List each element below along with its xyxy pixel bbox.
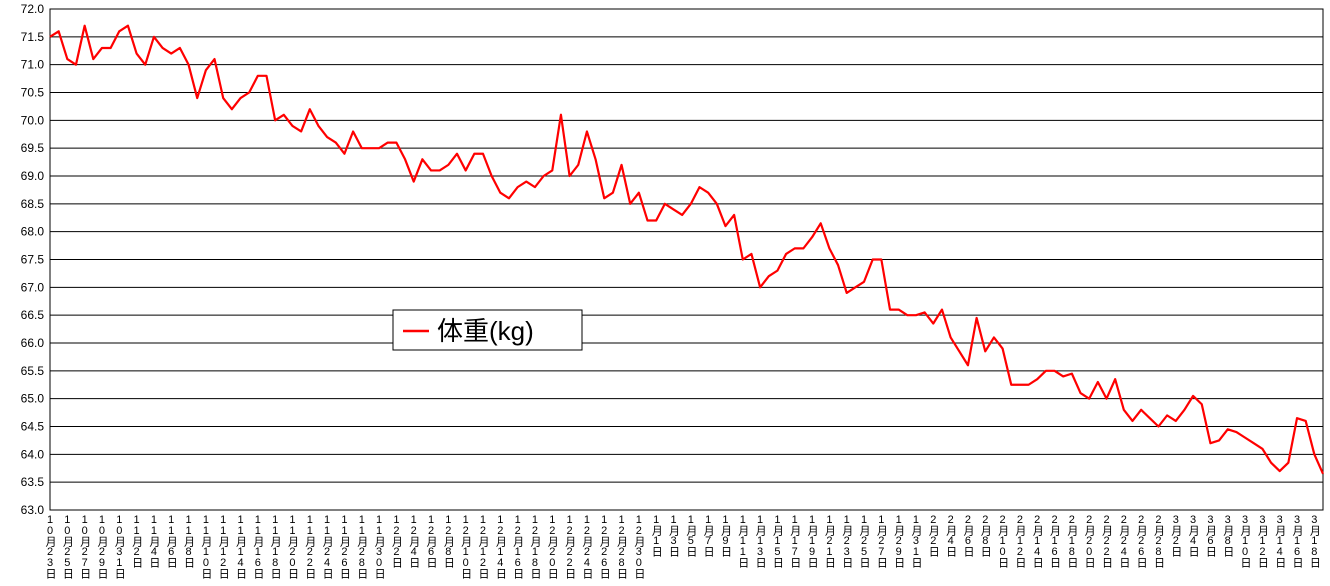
x-tick-label: 2月22日 [1101,514,1114,568]
x-tick-label: 2月26日 [1135,514,1148,568]
x-tick-label: 11月16日 [252,514,265,579]
x-tick-label: 11月22日 [304,514,317,579]
x-tick-label: 1月15日 [771,514,784,568]
x-tick-label: 1月25日 [858,514,871,568]
x-tick-label: 11月2日 [131,514,144,568]
y-tick-label: 71.5 [21,30,45,44]
x-tick-label: 10月31日 [113,514,126,579]
x-tick-label: 12月20日 [546,514,559,579]
x-tick-label: 2月12日 [1014,514,1027,568]
x-tick-label: 2月20日 [1083,514,1096,568]
y-tick-label: 63.5 [21,475,45,489]
x-tick-label: 3月6日 [1204,514,1217,557]
x-tick-label: 11月24日 [321,514,334,579]
x-tick-label: 12月4日 [408,514,421,568]
x-tick-label: 2月6日 [962,514,975,557]
x-tick-label: 1月29日 [893,514,906,568]
x-tick-label: 11月30日 [373,514,386,579]
x-tick-label: 1月17日 [789,514,802,568]
y-tick-label: 64.0 [21,447,45,461]
x-tick-label: 3月16日 [1291,514,1304,568]
x-tick-label: 1月3日 [668,514,681,557]
x-tick-label: 11月18日 [269,514,282,579]
x-tick-label: 12月16日 [512,514,525,579]
x-tick-label: 11月28日 [356,514,369,579]
x-tick-label: 1月9日 [719,514,732,557]
x-tick-label: 2月2日 [927,514,940,557]
x-tick-label: 1月1日 [650,514,663,557]
x-tick-label: 2月18日 [1066,514,1079,568]
x-tick-label: 12月12日 [477,514,490,579]
x-tick-label: 11月8日 [183,514,196,568]
x-tick-label: 12月22日 [564,514,577,579]
x-tick-label: 11月6日 [165,514,178,568]
y-tick-label: 66.5 [21,308,45,322]
y-tick-label: 63.0 [21,503,45,517]
x-tick-label: 1月7日 [702,514,715,557]
x-tick-label: 11月12日 [217,514,230,579]
x-tick-label: 11月14日 [235,514,248,579]
x-tick-label: 12月28日 [616,514,629,579]
plot-border [49,8,1324,511]
x-tick-label: 3月10日 [1239,514,1252,568]
x-tick-label: 3月12日 [1256,514,1269,568]
x-tick-label: 3月14日 [1274,514,1287,568]
x-tick-label: 2月28日 [1152,514,1165,568]
y-tick-label: 72.0 [21,2,45,16]
x-tick-label: 12月26日 [598,514,611,579]
x-tick-label: 3月8日 [1222,514,1235,557]
x-tick-label: 10月25日 [61,514,74,579]
x-tick-label: 2月10日 [997,514,1010,568]
y-tick-label: 71.0 [21,58,45,72]
x-tick-label: 11月26日 [338,514,351,579]
x-tick-label: 3月18日 [1308,514,1321,568]
y-tick-label: 70.5 [21,86,45,100]
x-tick-label: 11月20日 [286,514,299,579]
x-tick-label: 1月23日 [841,514,854,568]
y-tick-label: 69.0 [21,169,45,183]
x-tick-label: 1月11日 [737,514,750,568]
x-tick-label: 12月30日 [633,514,646,579]
y-tick-label: 67.5 [21,253,45,267]
x-tick-label: 1月19日 [806,514,819,568]
x-tick-label: 1月21日 [823,514,836,568]
y-tick-label: 69.5 [21,141,45,155]
x-tick-label: 10月29日 [96,514,109,579]
x-tick-label: 12月2日 [390,514,403,568]
y-tick-label: 65.5 [21,364,45,378]
x-tick-label: 2月16日 [1049,514,1062,568]
x-tick-label: 3月2日 [1170,514,1183,557]
x-tick-label: 11月4日 [148,514,161,568]
y-tick-label: 64.5 [21,420,45,434]
x-tick-label: 10月27日 [79,514,92,579]
legend-label: 体重(kg) [437,316,534,346]
x-tick-label: 2月4日 [945,514,958,557]
x-tick-label: 12月8日 [442,514,455,568]
y-tick-label: 68.0 [21,225,45,239]
x-tick-label: 12月10日 [460,514,473,579]
x-tick-label: 12月6日 [425,514,438,568]
x-tick-label: 1月13日 [754,514,767,568]
x-tick-label: 10月23日 [44,514,57,579]
y-tick-label: 68.5 [21,197,45,211]
y-tick-label: 66.0 [21,336,45,350]
y-tick-label: 67.0 [21,280,45,294]
y-tick-label: 70.0 [21,113,45,127]
x-tick-label: 2月14日 [1031,514,1044,568]
x-tick-label: 11月10日 [200,514,213,579]
x-tick-label: 1月31日 [910,514,923,568]
x-tick-label: 3月4日 [1187,514,1200,557]
x-tick-label: 1月27日 [875,514,888,568]
data-line [49,24,1325,475]
x-tick-label: 1月5日 [685,514,698,557]
x-tick-label: 2月8日 [979,514,992,557]
x-tick-label: 12月24日 [581,514,594,579]
x-tick-label: 12月18日 [529,514,542,579]
y-tick-label: 65.0 [21,392,45,406]
x-tick-label: 12月14日 [494,514,507,579]
x-tick-label: 2月24日 [1118,514,1131,568]
